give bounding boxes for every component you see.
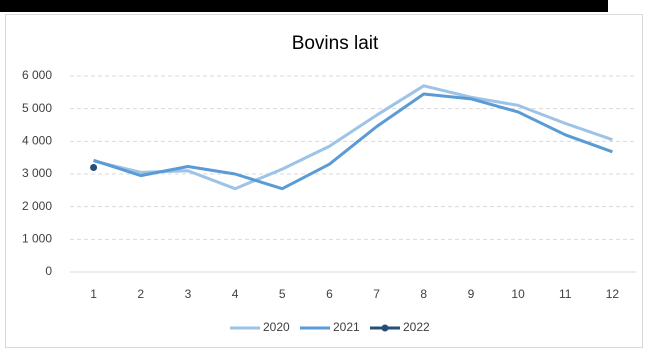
y-tick-label: 6 000 bbox=[22, 68, 52, 82]
legend-label: 2022 bbox=[403, 320, 430, 334]
y-tick-label: 4 000 bbox=[22, 134, 52, 148]
y-tick-label: 2 000 bbox=[22, 199, 52, 213]
x-tick-label: 6 bbox=[326, 287, 333, 301]
legend-label: 2020 bbox=[263, 320, 290, 334]
y-tick-label: 5 000 bbox=[22, 101, 52, 115]
series-line bbox=[93, 92, 613, 191]
y-tick-label: 3 000 bbox=[22, 166, 52, 180]
x-tick-label: 1 bbox=[90, 287, 97, 301]
legend-label: 2021 bbox=[333, 320, 360, 334]
legend-marker bbox=[381, 324, 389, 332]
chart-frame bbox=[5, 14, 643, 348]
y-tick-label: 0 bbox=[45, 264, 52, 278]
x-tick-label: 10 bbox=[511, 287, 525, 301]
x-tick-label: 5 bbox=[279, 287, 286, 301]
x-tick-label: 3 bbox=[185, 287, 192, 301]
x-tick-label: 4 bbox=[232, 287, 239, 301]
chart-title: Bovins lait bbox=[292, 33, 379, 54]
x-tick-label: 12 bbox=[606, 287, 620, 301]
x-tick-label: 7 bbox=[373, 287, 380, 301]
y-tick-label: 1 000 bbox=[22, 232, 52, 246]
x-tick-label: 11 bbox=[559, 287, 572, 301]
top-bar bbox=[0, 0, 608, 12]
x-tick-label: 9 bbox=[468, 287, 475, 301]
point bbox=[90, 163, 98, 171]
series-line bbox=[93, 84, 613, 191]
x-tick-label: 8 bbox=[420, 287, 427, 301]
x-tick-label: 2 bbox=[137, 287, 144, 301]
